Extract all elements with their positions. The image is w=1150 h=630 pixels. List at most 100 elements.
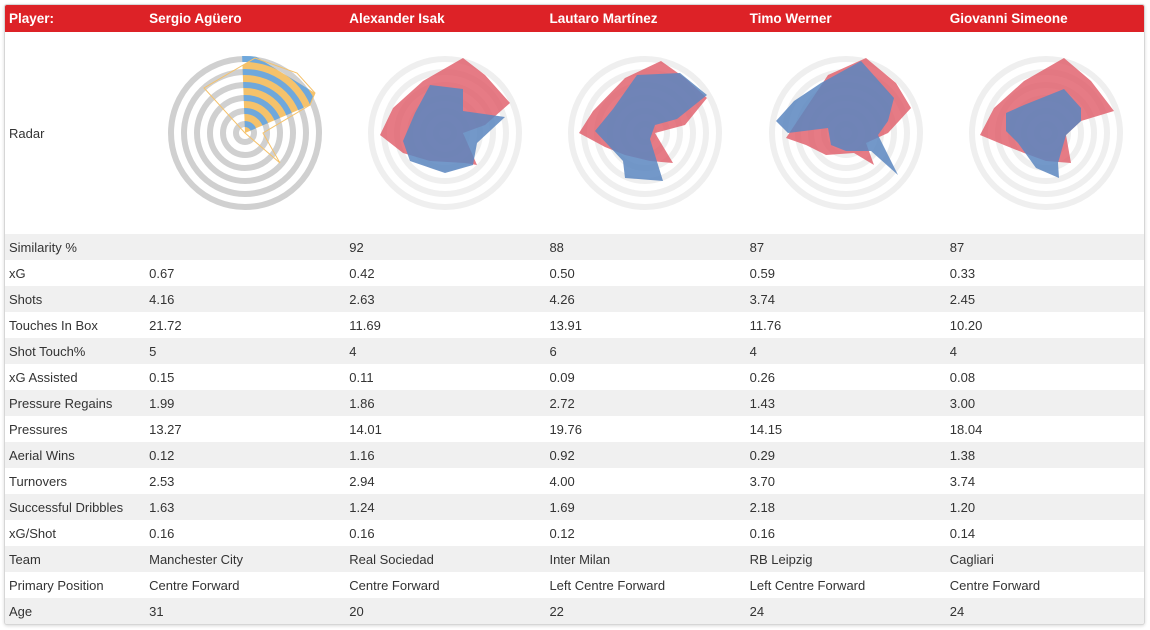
stat-value-martinez: 4.26 xyxy=(549,291,575,307)
radar-chart-isak xyxy=(368,56,523,210)
radar-cell-aguero xyxy=(145,32,345,234)
stat-label: xG/Shot xyxy=(9,525,56,541)
stat-value-simeone: Cagliari xyxy=(949,551,994,567)
stat-value-aguero: 0.67 xyxy=(149,265,175,281)
stat-value-simeone: 24 xyxy=(949,603,965,619)
stat-row-pressures: Pressures 13.27 14.01 19.76 14.15 18.04 xyxy=(5,416,1144,442)
radar-shape-isak xyxy=(403,85,506,173)
stat-label: Touches In Box xyxy=(9,317,98,333)
stat-value-martinez: 2.72 xyxy=(549,395,575,411)
stat-value-werner: 11.76 xyxy=(749,317,782,333)
stat-row-shots: Shots 4.16 2.63 4.26 3.74 2.45 xyxy=(5,286,1144,312)
stat-value-isak: 20 xyxy=(349,603,364,619)
stat-value-isak: 1.86 xyxy=(349,395,375,411)
stat-value-simeone: 0.08 xyxy=(949,369,976,385)
stat-value-martinez: 19.76 xyxy=(549,421,582,437)
radar-shape-simeone xyxy=(1005,89,1081,178)
player-name-werner: Timo Werner xyxy=(749,11,832,26)
stat-value-werner: RB Leipzig xyxy=(749,551,813,567)
stat-label: Pressures xyxy=(9,421,68,437)
stat-value-aguero: 21.72 xyxy=(149,317,182,333)
stat-value-isak: 1.24 xyxy=(349,499,375,515)
stat-value-isak: Centre Forward xyxy=(349,577,440,593)
stat-label: Shot Touch% xyxy=(9,343,86,359)
stat-value-simeone: 2.45 xyxy=(949,291,976,307)
stat-label: xG xyxy=(9,265,26,281)
player-comparison-table: Player: Sergio Agüero Alexander Isak Lau… xyxy=(4,4,1145,625)
stat-label: Age xyxy=(9,603,33,619)
stat-value-aguero: 0.15 xyxy=(149,369,175,385)
stat-value-werner: 0.16 xyxy=(749,525,775,541)
stat-row-similarity: Similarity % 92 88 87 87 xyxy=(5,234,1144,260)
stat-value-martinez: 0.92 xyxy=(549,447,575,463)
stat-value-simeone: 1.20 xyxy=(949,499,976,515)
stat-value-isak: Real Sociedad xyxy=(349,551,434,567)
stat-value-martinez: 0.09 xyxy=(549,369,575,385)
stat-value-martinez: 22 xyxy=(549,603,564,619)
stat-value-isak: 4 xyxy=(349,343,357,359)
stat-row-team: Team Manchester City Real Sociedad Inter Mi… xyxy=(5,546,1144,572)
stat-value-simeone: 3.00 xyxy=(949,395,976,411)
radar-chart-martinez xyxy=(568,56,723,210)
stat-value-werner: 2.18 xyxy=(749,499,775,515)
radar-chart-aguero xyxy=(168,56,323,210)
player-name-martinez: Lautaro Martínez xyxy=(549,11,658,26)
stat-value-aguero: Centre Forward xyxy=(149,577,240,593)
stat-value-aguero: 1.99 xyxy=(149,395,175,411)
stat-value-simeone: 0.14 xyxy=(949,525,976,541)
stat-value-simeone: 3.74 xyxy=(949,473,976,489)
stat-value-werner: 4 xyxy=(749,343,757,359)
stat-value-isak: 0.42 xyxy=(349,265,375,281)
stat-value-simeone: 0.33 xyxy=(949,265,976,281)
radar-cell-simeone xyxy=(946,32,1144,234)
stat-value-aguero: 4.16 xyxy=(149,291,175,307)
stat-value-werner: 3.74 xyxy=(749,291,775,307)
stat-value-simeone: 87 xyxy=(949,239,965,255)
player-name-simeone: Giovanni Simeone xyxy=(949,11,1068,26)
stat-label: Successful Dribbles xyxy=(9,499,124,515)
stat-value-aguero: 13.27 xyxy=(149,421,182,437)
comparison-grid: Player: Sergio Agüero Alexander Isak Lau… xyxy=(5,5,1144,624)
stat-row-aerial-wins: Aerial Wins 0.12 1.16 0.92 0.29 1.38 xyxy=(5,442,1144,468)
stat-value-martinez: Left Centre Forward xyxy=(549,577,666,593)
stat-value-simeone: 1.38 xyxy=(949,447,976,463)
stat-row-turnovers: Turnovers 2.53 2.94 4.00 3.70 3.74 xyxy=(5,468,1144,494)
stat-value-martinez: 0.12 xyxy=(549,525,575,541)
stat-value-martinez: Inter Milan xyxy=(549,551,611,567)
player-name-aguero: Sergio Agüero xyxy=(149,11,242,26)
stat-value-isak: 92 xyxy=(349,239,364,255)
stat-row-pressure-regains: Pressure Regains 1.99 1.86 2.72 1.43 3.00 xyxy=(5,390,1144,416)
stat-label: Turnovers xyxy=(9,473,68,489)
stat-label: Similarity % xyxy=(9,239,77,255)
radar-row-label: Radar xyxy=(9,125,45,141)
stat-label: Shots xyxy=(9,291,43,307)
stat-row-xg-shot: xG/Shot 0.16 0.16 0.12 0.16 0.14 xyxy=(5,520,1144,546)
stat-value-simeone: Centre Forward xyxy=(949,577,1041,593)
stat-value-werner: 0.59 xyxy=(749,265,775,281)
stat-value-martinez: 4.00 xyxy=(549,473,575,489)
stat-row-age: Age 31 20 22 24 24 xyxy=(5,598,1144,624)
stat-value-aguero: 0.16 xyxy=(149,525,175,541)
stat-label: Pressure Regains xyxy=(9,395,113,411)
stat-value-werner: 87 xyxy=(749,239,765,255)
stat-value-aguero: 5 xyxy=(149,343,157,359)
stat-value-martinez: 88 xyxy=(549,239,564,255)
stat-value-martinez: 13.91 xyxy=(549,317,582,333)
stat-value-isak: 0.11 xyxy=(349,369,374,385)
stat-value-isak: 0.16 xyxy=(349,525,375,541)
stat-row-touches-in-box: Touches In Box 21.72 11.69 13.91 11.76 10.20 xyxy=(5,312,1144,338)
stat-row-xg-assisted: xG Assisted 0.15 0.11 0.09 0.26 0.08 xyxy=(5,364,1144,390)
radar-shape-martinez xyxy=(595,73,708,181)
stat-value-martinez: 0.50 xyxy=(549,265,575,281)
stat-value-simeone: 10.20 xyxy=(949,317,983,333)
stat-label: Primary Position xyxy=(9,577,104,593)
stat-value-aguero: 31 xyxy=(149,603,164,619)
stat-value-werner: 14.15 xyxy=(749,421,783,437)
stat-value-aguero: Manchester City xyxy=(149,551,244,567)
stat-label: xG Assisted xyxy=(9,369,78,385)
stat-row-shot-touch: Shot Touch% 5 4 6 4 4 xyxy=(5,338,1144,364)
stat-value-aguero: 1.63 xyxy=(149,499,175,515)
stat-value-werner: Left Centre Forward xyxy=(749,577,866,593)
player-header-label: Player: xyxy=(9,11,55,26)
stat-label: Aerial Wins xyxy=(9,447,75,463)
